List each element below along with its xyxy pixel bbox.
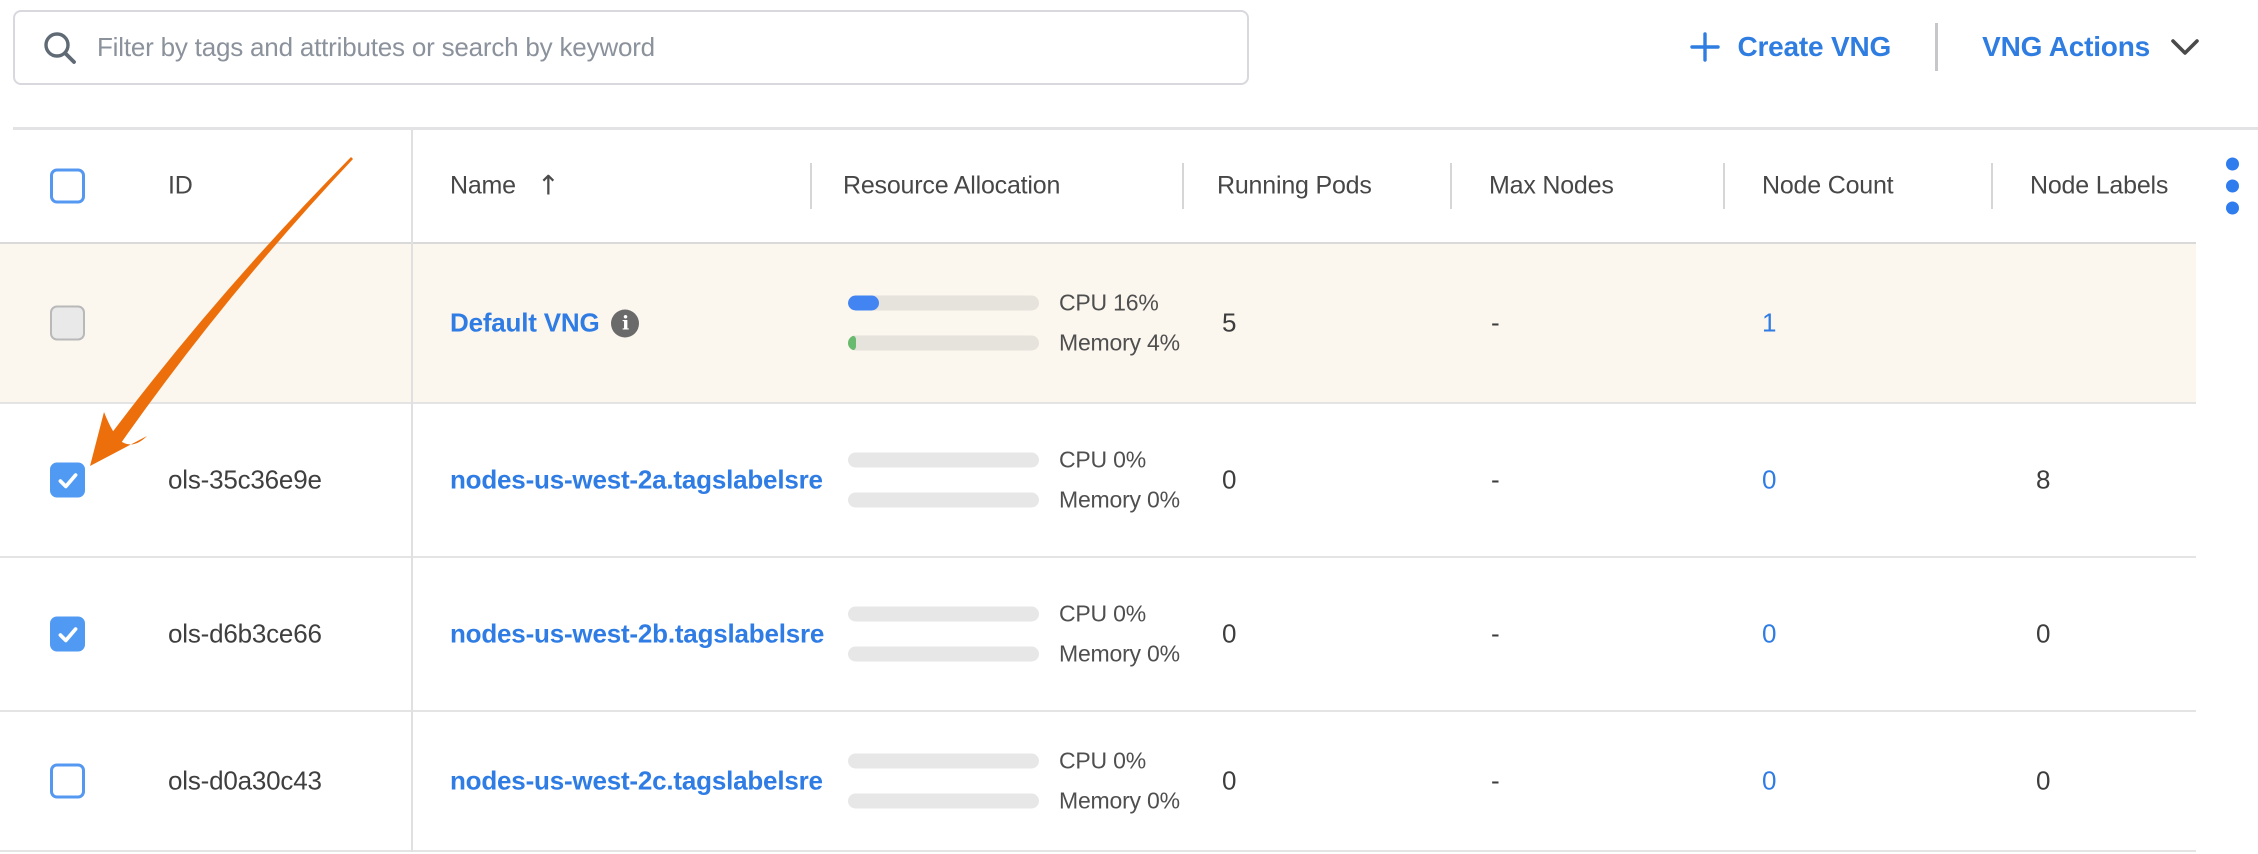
running-pods-value: 0	[1222, 464, 1237, 495]
row-name-link[interactable]: nodes-us-west-2c.tagslabelsre	[450, 765, 823, 796]
search-icon	[44, 31, 76, 64]
column-header-node-labels[interactable]: Node Labels	[2030, 171, 2169, 200]
node-labels-value: 8	[2036, 464, 2051, 495]
search-input[interactable]	[97, 17, 1247, 78]
node-count-link[interactable]: 0	[1762, 618, 1777, 649]
row-name-link[interactable]: nodes-us-west-2a.tagslabelsre	[450, 464, 823, 495]
table-row: ols-35c36e9e nodes-us-west-2a.tagslabels…	[0, 404, 2196, 558]
chevron-down-icon	[2171, 38, 2199, 55]
node-labels-value: 0	[2036, 765, 2051, 796]
cpu-label: CPU 0%	[1059, 600, 1146, 627]
row-name-cell: nodes-us-west-2c.tagslabelsre	[450, 766, 823, 797]
toolbar-actions: Create VNG VNG Actions	[1689, 10, 2258, 84]
running-pods-value: 0	[1222, 618, 1237, 649]
node-count-link[interactable]: 0	[1762, 765, 1777, 796]
row-name-cell: nodes-us-west-2a.tagslabelsre	[450, 465, 823, 496]
row-checkbox[interactable]	[50, 305, 85, 341]
column-divider	[810, 163, 812, 209]
create-vng-label: Create VNG	[1737, 31, 1892, 62]
table-body: Default VNG i CPU 16% Memory 4% 5 - 1 ol…	[0, 244, 2258, 852]
memory-bar	[848, 492, 1039, 508]
row-id: ols-d0a30c43	[168, 765, 322, 796]
node-count-link[interactable]: 1	[1762, 307, 1777, 338]
vng-actions-button[interactable]: VNG Actions	[1982, 31, 2200, 63]
node-labels-value: 0	[2036, 618, 2051, 649]
vng-actions-label: VNG Actions	[1982, 31, 2150, 62]
column-divider	[1723, 163, 1725, 209]
check-icon	[58, 472, 77, 488]
table-row: Default VNG i CPU 16% Memory 4% 5 - 1	[0, 244, 2196, 404]
running-pods-value: 0	[1222, 765, 1237, 796]
column-options-menu-icon[interactable]	[2222, 154, 2243, 219]
memory-bar	[848, 335, 1039, 351]
column-header-name[interactable]: Name	[450, 171, 516, 200]
column-header-resource-allocation[interactable]: Resource Allocation	[843, 171, 1061, 200]
cpu-bar	[848, 753, 1039, 769]
row-name-cell: nodes-us-west-2b.tagslabelsre	[450, 619, 824, 650]
cpu-bar	[848, 452, 1039, 468]
create-vng-button[interactable]: Create VNG	[1689, 31, 1891, 63]
column-divider	[1182, 163, 1184, 209]
row-checkbox[interactable]	[50, 616, 85, 652]
memory-label: Memory 0%	[1059, 486, 1180, 513]
max-nodes-value: -	[1491, 464, 1500, 495]
toolbar-separator	[1935, 23, 1939, 71]
resource-allocation-cell: CPU 16% Memory 4%	[848, 290, 1180, 357]
row-checkbox[interactable]	[50, 763, 85, 799]
memory-label: Memory 0%	[1059, 640, 1180, 667]
table-header: ID Name ↑ Resource Allocation Running Po…	[0, 130, 2239, 244]
max-nodes-value: -	[1491, 618, 1500, 649]
node-count-link[interactable]: 0	[1762, 464, 1777, 495]
memory-bar	[848, 646, 1039, 662]
table-top-border	[13, 127, 2258, 130]
select-all-checkbox[interactable]	[50, 168, 85, 204]
row-checkbox[interactable]	[50, 462, 85, 498]
cpu-label: CPU 0%	[1059, 446, 1146, 473]
column-header-node-count[interactable]: Node Count	[1762, 171, 1894, 200]
column-header-running-pods[interactable]: Running Pods	[1217, 171, 1372, 200]
memory-label: Memory 0%	[1059, 787, 1180, 814]
fixed-column-divider	[411, 130, 413, 852]
max-nodes-value: -	[1491, 765, 1500, 796]
resource-allocation-cell: CPU 0% Memory 0%	[848, 447, 1180, 514]
sort-ascending-icon[interactable]: ↑	[537, 170, 560, 202]
plus-icon	[1690, 32, 1721, 62]
check-icon	[58, 626, 77, 642]
running-pods-value: 5	[1222, 307, 1237, 338]
row-name-link[interactable]: Default VNG	[450, 307, 600, 338]
row-id: ols-35c36e9e	[168, 464, 322, 495]
cpu-label: CPU 0%	[1059, 747, 1146, 774]
table-row: ols-d0a30c43 nodes-us-west-2c.tagslabels…	[0, 712, 2196, 852]
resource-allocation-cell: CPU 0% Memory 0%	[848, 748, 1180, 815]
memory-bar	[848, 793, 1039, 809]
memory-label: Memory 4%	[1059, 329, 1180, 356]
vng-table: ID Name ↑ Resource Allocation Running Po…	[0, 130, 2258, 852]
column-divider	[1991, 163, 1993, 209]
info-icon[interactable]: i	[611, 309, 640, 337]
filter-search-box[interactable]	[13, 10, 1249, 85]
row-name-cell: Default VNG i	[450, 307, 640, 339]
row-id: ols-d6b3ce66	[168, 618, 322, 649]
resource-allocation-cell: CPU 0% Memory 0%	[848, 601, 1180, 668]
row-name-link[interactable]: nodes-us-west-2b.tagslabelsre	[450, 618, 825, 649]
cpu-label: CPU 16%	[1059, 289, 1159, 316]
cpu-bar	[848, 606, 1039, 622]
column-header-max-nodes[interactable]: Max Nodes	[1489, 171, 1614, 200]
column-divider	[1450, 163, 1452, 209]
table-row: ols-d6b3ce66 nodes-us-west-2b.tagslabels…	[0, 558, 2196, 712]
max-nodes-value: -	[1491, 307, 1500, 338]
column-header-id[interactable]: ID	[168, 171, 193, 200]
cpu-bar	[848, 295, 1039, 311]
